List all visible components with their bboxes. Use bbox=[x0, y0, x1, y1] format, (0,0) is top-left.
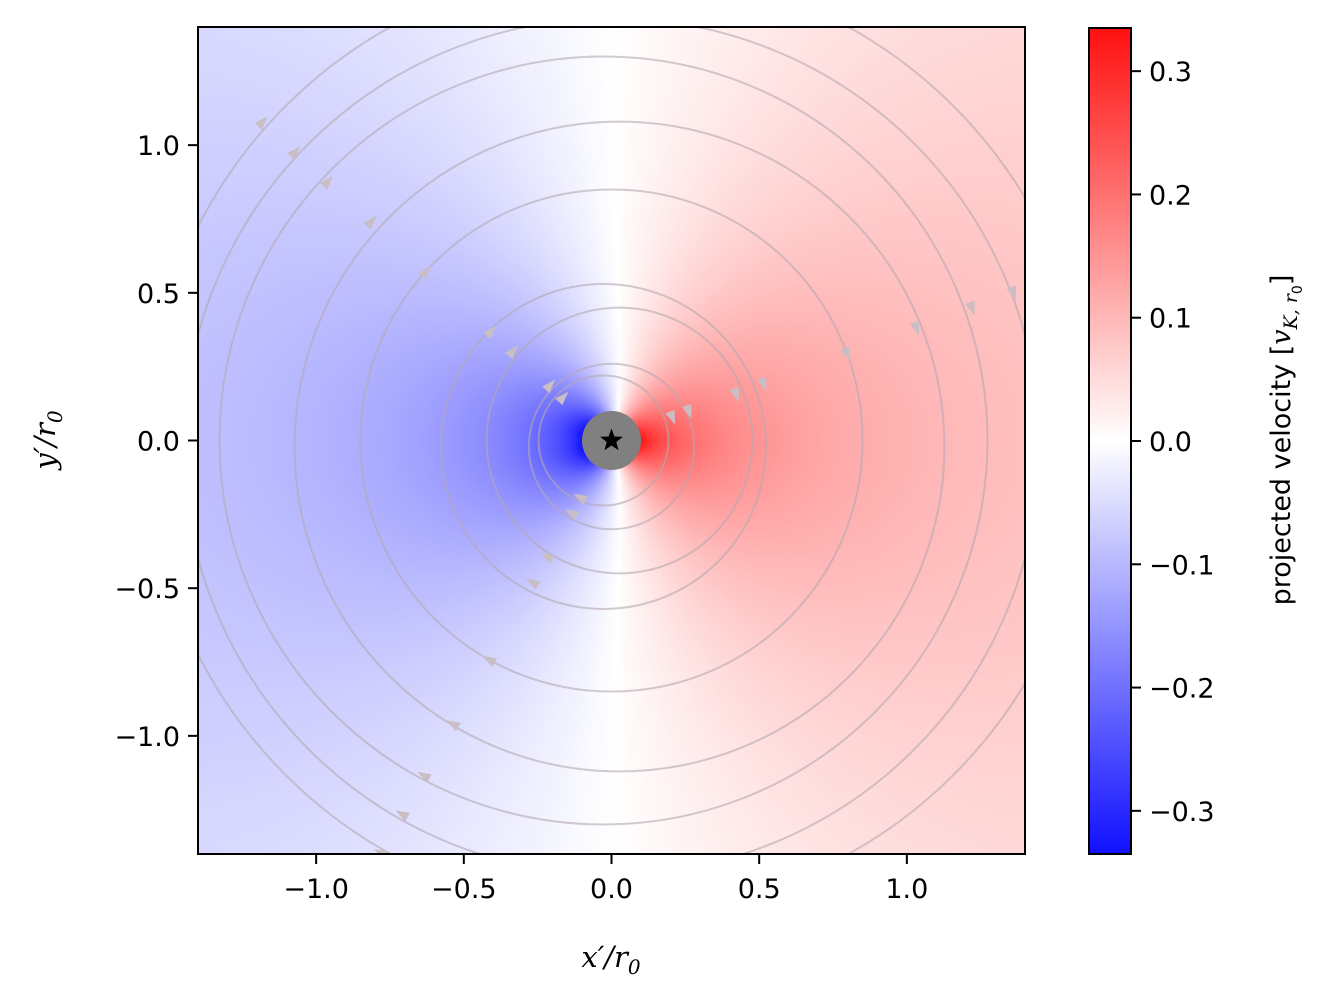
streamline bbox=[218, 55, 989, 826]
star-icon bbox=[600, 428, 623, 451]
streamline-arrow bbox=[757, 376, 767, 392]
colorbar-tick-label: −0.1 bbox=[1149, 550, 1215, 581]
y-tick-label: 0.0 bbox=[137, 427, 180, 458]
streamline-arrow bbox=[482, 655, 497, 668]
streamline-arrow bbox=[395, 810, 411, 822]
streamline-arrow bbox=[363, 215, 377, 230]
x-tick-label: 0.5 bbox=[738, 874, 781, 905]
streamline-arrow bbox=[840, 346, 850, 361]
streamline-arrow bbox=[542, 379, 556, 394]
plot-area: −1.0 −0.5 0.0 0.5 1.0 −1.0 −0.5 0.0 0.5 1.0 bbox=[114, 26, 1057, 905]
y-tick-label: −1.0 bbox=[114, 722, 180, 753]
y-tick-label: 1.0 bbox=[137, 131, 180, 162]
y-axis-label: y′/r0 bbox=[28, 410, 67, 472]
streamline bbox=[293, 120, 946, 773]
x-tick-label: 0.0 bbox=[590, 874, 633, 905]
streamline-arrow bbox=[525, 578, 541, 590]
colorbar-tick-label: 0.3 bbox=[1149, 57, 1192, 88]
streamline-arrow bbox=[1006, 285, 1017, 301]
streamline-arrow bbox=[665, 409, 675, 425]
colorbar-tick-label: −0.3 bbox=[1149, 797, 1215, 828]
y-axis-ticks: −1.0 −0.5 0.0 0.5 1.0 bbox=[114, 131, 198, 753]
y-tick-label: −0.5 bbox=[114, 574, 180, 605]
colorbar-label: projected velocity [vK, r0] bbox=[1266, 275, 1306, 606]
colorbar-gradient bbox=[1088, 27, 1132, 855]
y-tick-label: 0.5 bbox=[137, 279, 180, 310]
colorbar-tick-label: 0.0 bbox=[1149, 427, 1192, 458]
streamline-arrow bbox=[965, 300, 975, 316]
streamline-arrow bbox=[540, 552, 555, 565]
streamline-arrow bbox=[573, 493, 589, 505]
streamline-arrow bbox=[682, 403, 692, 419]
streamline-arrow bbox=[564, 509, 580, 521]
streamline-arrow bbox=[287, 146, 301, 160]
streamline-arrow bbox=[418, 265, 432, 280]
streamline-arrow bbox=[373, 848, 389, 854]
streamline-arrow bbox=[320, 175, 334, 190]
streamline bbox=[485, 306, 754, 575]
colorbar: −0.3 −0.2 −0.1 0.0 0.1 0.2 0.3 projected veloc… bbox=[1088, 27, 1306, 855]
streamline-arrow bbox=[483, 325, 497, 340]
streamline-arrow bbox=[254, 116, 268, 130]
x-axis-ticks: −1.0 −0.5 0.0 0.5 1.0 bbox=[283, 854, 928, 905]
streamline-arrow bbox=[1048, 270, 1057, 285]
streamline-arrow bbox=[909, 320, 920, 336]
streamline bbox=[359, 188, 864, 693]
x-tick-label: −1.0 bbox=[283, 874, 349, 905]
x-axis-label: x′/r0 bbox=[581, 940, 641, 979]
streamline bbox=[527, 362, 696, 531]
streamline bbox=[537, 374, 670, 507]
colorbar-tick-label: 0.1 bbox=[1149, 304, 1192, 335]
streamline-arrow bbox=[446, 720, 461, 732]
streamlines bbox=[198, 27, 1057, 854]
streamline-arrow bbox=[417, 771, 432, 783]
streamline-arrow bbox=[555, 391, 569, 406]
streamline-arrow bbox=[729, 386, 739, 402]
x-tick-label: 1.0 bbox=[885, 874, 928, 905]
streamline bbox=[440, 283, 767, 610]
colorbar-ticks: −0.3 −0.2 −0.1 0.0 0.1 0.2 0.3 bbox=[1131, 57, 1215, 828]
colorbar-tick-label: −0.2 bbox=[1149, 674, 1215, 705]
streamline-arrow bbox=[505, 345, 519, 360]
x-tick-label: −0.5 bbox=[431, 874, 497, 905]
colorbar-tick-label: 0.2 bbox=[1149, 180, 1192, 211]
